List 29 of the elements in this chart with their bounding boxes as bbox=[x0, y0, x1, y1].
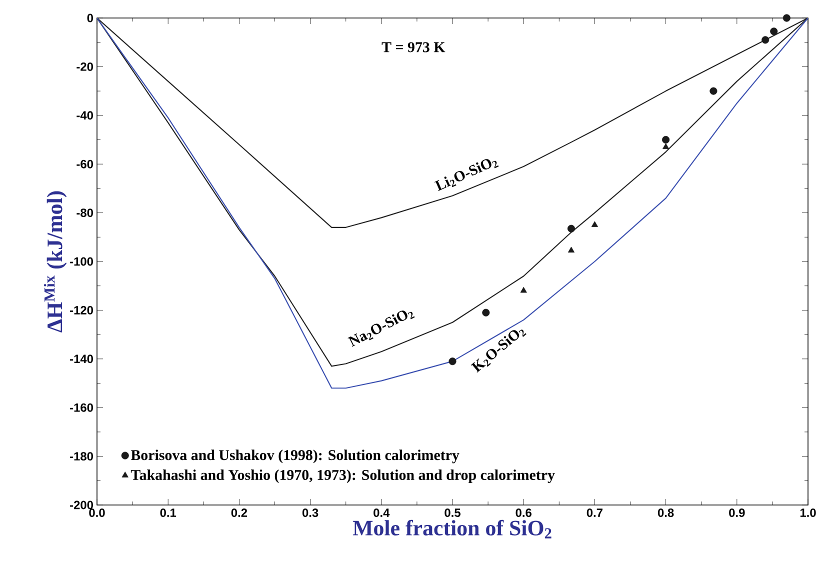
y-tick-label: -20 bbox=[76, 62, 93, 71]
x-tick-label: 0.3 bbox=[302, 508, 318, 518]
text: Li$_{2}$O-SiO$_{2}$ bbox=[434, 159, 499, 191]
y-tick-label: -200 bbox=[70, 500, 93, 510]
y-tick-label: -120 bbox=[70, 306, 93, 314]
y-tick-label: -180 bbox=[70, 452, 93, 461]
y-tick-label: -80 bbox=[76, 208, 93, 218]
y-tick-label: -60 bbox=[76, 160, 93, 168]
text: Na$_{2}$O-SiO$_{2}$ bbox=[348, 310, 415, 347]
legend-label: Borisova and Ushakov (1998): Solution calorimetry bbox=[130, 450, 460, 464]
x-axis-title: Mole fraction of SiO$_{2}$ bbox=[352, 520, 552, 538]
x-tick-label: 0.8 bbox=[658, 508, 674, 517]
y-tick-label: -140 bbox=[70, 354, 93, 364]
y-tick-label: 0 bbox=[87, 14, 93, 22]
x-tick-label: 0.5 bbox=[444, 508, 460, 517]
x-tick-label: 0.2 bbox=[231, 508, 248, 517]
y-tick-label: -100 bbox=[70, 257, 93, 266]
x-tick-label: 0.1 bbox=[160, 508, 176, 517]
x-tick-label: 0.6 bbox=[516, 508, 532, 517]
x-tick-label: 0.7 bbox=[586, 508, 602, 517]
x-tick-label: 0.9 bbox=[729, 508, 745, 517]
annotation: T = 973 K bbox=[382, 42, 446, 52]
x-tick-label: 1.0 bbox=[800, 508, 816, 517]
x-tick-label: 0.0 bbox=[89, 508, 105, 517]
x-tick-label: 0.4 bbox=[374, 508, 390, 517]
y-tick-label: -160 bbox=[70, 403, 93, 412]
y-tick-label: -40 bbox=[76, 111, 93, 120]
legend-label: Takahashi and Yoshio (1970, 1973): Solution and drop calorimetry bbox=[130, 469, 555, 484]
y-axis-title: ΔH$^{Mix}$ (kJ/mol) bbox=[44, 191, 67, 332]
